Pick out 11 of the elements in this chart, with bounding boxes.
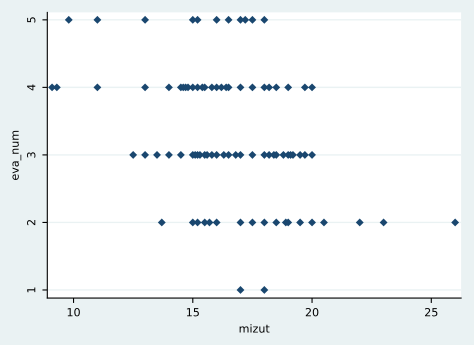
y-tick-label: 3 [27, 152, 36, 158]
x-tick-label: 10 [68, 308, 80, 316]
x-tick-label: 25 [425, 308, 438, 316]
y-tick-label: 5 [27, 17, 36, 23]
y-axis-title: eva_num [12, 130, 22, 180]
y-tick-label: 1 [27, 287, 36, 292]
x-axis-title: mizut [240, 324, 270, 333]
x-tick-label: 20 [306, 308, 318, 316]
y-tick-label: 4 [27, 84, 36, 90]
x-tick-label: 15 [186, 308, 199, 316]
y-tick-label: 2 [27, 220, 36, 226]
